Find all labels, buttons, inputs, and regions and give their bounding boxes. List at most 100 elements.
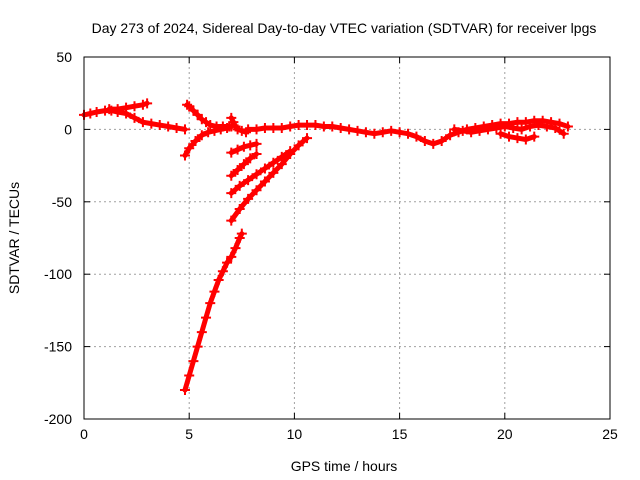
series-line-line-60 (228, 135, 310, 224)
data-point (499, 121, 510, 132)
data-point (259, 163, 270, 174)
y-tick-label: -50 (52, 194, 72, 210)
data-point (335, 122, 346, 133)
data-point (403, 128, 414, 139)
data-point (491, 122, 502, 133)
y-axis-title: SDTVAR / TECUs (6, 182, 22, 294)
data-point (525, 121, 536, 132)
data-point (466, 127, 477, 138)
data-point (196, 130, 207, 141)
data-point (352, 125, 363, 136)
data-point (171, 122, 182, 133)
data-point (234, 233, 245, 243)
data-point (377, 127, 388, 138)
data-point (310, 120, 321, 131)
data-point (302, 133, 313, 144)
data-layer (79, 98, 573, 396)
y-tick-label: -100 (44, 266, 72, 282)
data-point (245, 153, 256, 164)
data-point (104, 104, 115, 115)
data-point (184, 370, 195, 381)
data-point (360, 127, 371, 138)
data-point (251, 185, 262, 196)
data-point (243, 193, 254, 204)
data-point (243, 175, 254, 186)
data-point (293, 120, 304, 131)
data-point (192, 341, 203, 352)
data-point (238, 141, 249, 152)
data-point (541, 121, 552, 132)
data-point (226, 251, 237, 262)
data-point (188, 356, 199, 367)
x-tick-label: 25 (602, 426, 618, 442)
data-point (205, 298, 216, 309)
data-point (209, 286, 220, 297)
x-tick-label: 5 (185, 426, 193, 442)
data-point (129, 112, 140, 123)
data-point (179, 150, 190, 161)
data-point (154, 120, 165, 131)
data-point (196, 327, 207, 338)
data-point (293, 140, 304, 151)
y-tick-label: 0 (64, 121, 72, 137)
data-point (259, 176, 270, 187)
x-tick-label: 10 (287, 426, 303, 442)
data-point (251, 149, 262, 160)
data-point (121, 102, 132, 113)
data-point (504, 131, 515, 142)
data-point (562, 121, 573, 132)
data-point (482, 124, 493, 135)
data-point (236, 228, 247, 239)
y-tick-label: 50 (56, 49, 72, 65)
data-point (285, 121, 296, 132)
y-tick-label: -150 (44, 339, 72, 355)
data-point (146, 118, 157, 129)
data-point (232, 144, 243, 155)
data-point (251, 169, 262, 180)
data-point (228, 117, 239, 128)
data-point (428, 138, 439, 149)
x-tick-label: 20 (497, 426, 513, 442)
data-point (550, 122, 561, 133)
data-point (394, 127, 405, 138)
data-point (184, 143, 195, 154)
data-point (205, 120, 216, 131)
data-point (234, 180, 245, 191)
data-point (344, 124, 355, 135)
data-point (411, 131, 422, 142)
data-point (529, 131, 540, 142)
data-point (268, 157, 279, 168)
data-point (137, 117, 148, 128)
chart-title: Day 273 of 2024, Sidereal Day-to-day VTE… (92, 20, 597, 36)
data-point (268, 167, 279, 178)
data-point (533, 120, 544, 131)
data-point (226, 215, 237, 226)
data-point (474, 125, 485, 136)
data-point (302, 120, 313, 131)
grid-layer (84, 57, 610, 419)
data-point (232, 164, 243, 175)
y-tick-label: -200 (44, 411, 72, 427)
data-point (112, 104, 123, 115)
data-point (436, 135, 447, 146)
data-point (285, 146, 296, 157)
data-point (201, 312, 212, 323)
data-point (226, 112, 237, 123)
data-point (203, 127, 214, 138)
data-point (495, 128, 506, 139)
data-point (558, 128, 569, 139)
data-point (251, 138, 262, 149)
data-point (276, 151, 287, 162)
data-point (516, 124, 527, 135)
data-point (91, 107, 102, 118)
data-point (222, 257, 233, 268)
data-point (251, 124, 262, 135)
data-point (182, 99, 193, 110)
data-point (230, 243, 241, 254)
x-axis-title: GPS time / hours (291, 458, 398, 474)
data-point (268, 122, 279, 133)
data-point (226, 147, 237, 158)
data-point (217, 266, 228, 277)
